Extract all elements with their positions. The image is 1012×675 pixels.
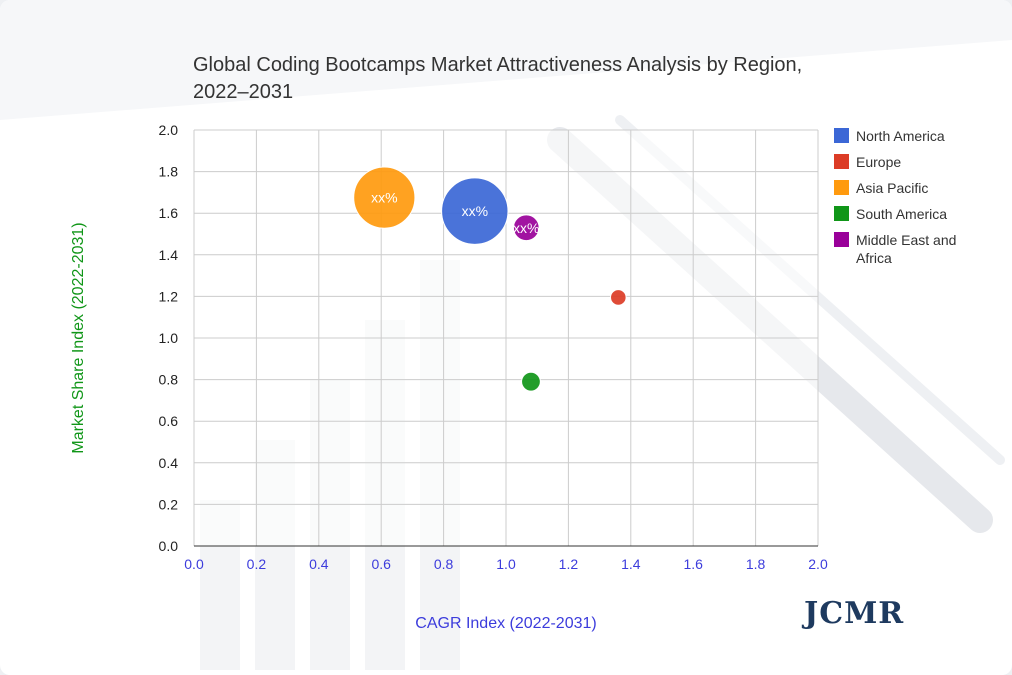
y-axis-title: Market Share Index (2022-2031) <box>70 222 87 453</box>
x-tick-label: 0.4 <box>309 556 329 572</box>
y-tick-label: 1.4 <box>159 247 179 263</box>
bubble-asia-pacific <box>353 166 416 229</box>
bubble-europe <box>610 289 627 306</box>
legend-swatch <box>834 128 849 143</box>
legend-label: Middle East and Africa <box>856 232 957 266</box>
legend-label: Europe <box>856 154 902 170</box>
x-tick-label: 1.0 <box>496 556 516 572</box>
legend-item-north-america[interactable]: North America <box>834 127 994 145</box>
legend-label: South America <box>856 206 948 222</box>
y-tick-label: 0.0 <box>159 538 179 554</box>
legend-swatch <box>834 154 849 169</box>
y-tick-label: 1.8 <box>159 164 179 180</box>
y-tick-label: 0.6 <box>159 413 179 429</box>
x-tick-label: 1.8 <box>746 556 766 572</box>
y-tick-label: 0.4 <box>159 455 179 471</box>
y-tick-label: 1.0 <box>159 330 179 346</box>
y-tick-label: 1.6 <box>159 205 179 221</box>
bubble-label: xx% <box>371 190 397 206</box>
x-tick-label: 0.2 <box>247 556 267 572</box>
legend-swatch <box>834 206 849 221</box>
y-tick-label: 0.2 <box>159 496 179 512</box>
x-tick-label: 0.0 <box>184 556 204 572</box>
y-tick-label: 2.0 <box>159 122 179 138</box>
x-tick-label: 0.8 <box>434 556 454 572</box>
legend-item-south-america[interactable]: South America <box>834 205 994 223</box>
x-tick-label: 1.4 <box>621 556 641 572</box>
x-tick-label: 1.6 <box>683 556 703 572</box>
bubble-middle-east-and-africa <box>512 214 540 242</box>
legend: North America Europe Asia Pacific South … <box>834 127 994 275</box>
legend-item-asia-pacific[interactable]: Asia Pacific <box>834 179 994 197</box>
brand-logo: JCMR <box>804 596 905 631</box>
chart-title: Global Coding Bootcamps Market Attractiv… <box>193 54 803 103</box>
y-tick-label: 1.2 <box>159 288 179 304</box>
legend-label: Asia Pacific <box>856 180 929 196</box>
x-tick-label: 0.6 <box>371 556 391 572</box>
legend-item-middle-east-africa[interactable]: Middle East and Africa <box>834 231 994 267</box>
y-tick-label: 0.8 <box>159 372 179 388</box>
bubble-south-america <box>521 371 541 392</box>
x-axis-title: CAGR Index (2022-2031) <box>415 615 596 632</box>
legend-swatch <box>834 232 849 247</box>
legend-label: North America <box>856 128 945 144</box>
x-tick-label: 1.2 <box>559 556 579 572</box>
legend-item-europe[interactable]: Europe <box>834 153 994 171</box>
bubble-north-america <box>441 177 509 245</box>
x-tick-label: 2.0 <box>808 556 828 572</box>
bubble-label: xx% <box>462 203 488 219</box>
bubble-label: xx% <box>513 220 539 236</box>
legend-swatch <box>834 180 849 195</box>
